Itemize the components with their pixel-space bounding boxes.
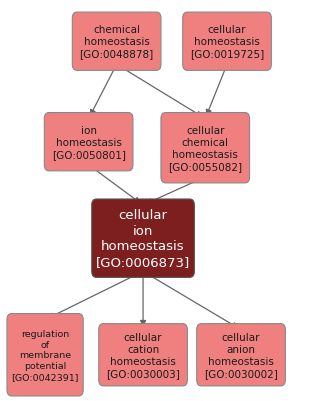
- FancyBboxPatch shape: [183, 13, 271, 71]
- FancyBboxPatch shape: [92, 200, 194, 277]
- Text: ion
homeostasis
[GO:0050801]: ion homeostasis [GO:0050801]: [52, 126, 126, 159]
- FancyBboxPatch shape: [161, 113, 249, 184]
- Text: chemical
homeostasis
[GO:0048878]: chemical homeostasis [GO:0048878]: [80, 25, 154, 59]
- FancyBboxPatch shape: [44, 113, 133, 172]
- Text: regulation
of
membrane
potential
[GO:0042391]: regulation of membrane potential [GO:004…: [11, 329, 79, 381]
- Text: cellular
cation
homeostasis
[GO:0030003]: cellular cation homeostasis [GO:0030003]: [106, 332, 180, 378]
- FancyBboxPatch shape: [99, 324, 187, 386]
- Text: cellular
ion
homeostasis
[GO:0006873]: cellular ion homeostasis [GO:0006873]: [96, 209, 190, 268]
- FancyBboxPatch shape: [72, 13, 161, 71]
- Text: cellular
anion
homeostasis
[GO:0030002]: cellular anion homeostasis [GO:0030002]: [204, 332, 278, 378]
- Text: cellular
chemical
homeostasis
[GO:0055082]: cellular chemical homeostasis [GO:005508…: [168, 126, 242, 171]
- FancyBboxPatch shape: [7, 314, 83, 396]
- FancyBboxPatch shape: [197, 324, 285, 386]
- Text: cellular
homeostasis
[GO:0019725]: cellular homeostasis [GO:0019725]: [190, 25, 264, 59]
